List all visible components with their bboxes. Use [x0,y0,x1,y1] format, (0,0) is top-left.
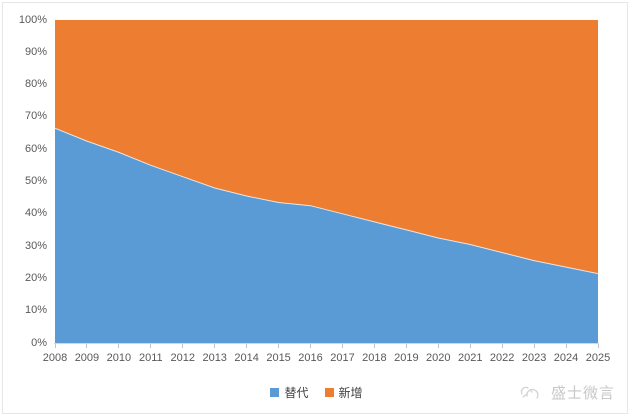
x-axis-tick-label: 2020 [426,352,451,364]
x-axis-tick-mark [373,344,375,348]
x-axis-tick-label: 2021 [457,352,483,364]
x-axis-tick-mark [54,344,56,348]
x-axis-tick-mark [341,344,343,348]
x-axis-tick-mark [246,344,248,348]
legend-item-xinzeng: 新增 [324,384,363,401]
plot-area [55,20,598,343]
x-axis-tick-mark [405,344,407,348]
x-axis-tick-label: 2012 [170,352,195,364]
y-axis-tick-label: 100% [18,13,47,26]
x-axis-tick-mark [278,344,280,348]
legend-swatch-orange [324,388,334,397]
y-axis-tick-label: 20% [24,271,47,284]
x-axis-tick-label: 2013 [202,352,227,364]
x-axis-tick-label: 2024 [553,352,579,364]
y-axis-tick-label: 0% [31,336,47,349]
x-axis-line [54,343,599,344]
y-axis-tick-label: 50% [24,175,47,187]
chart-legend: 替代 新增 [0,384,633,401]
y-axis-tick-label: 70% [24,110,47,123]
y-axis-tick-label: 60% [24,142,47,155]
x-axis-tick-mark [86,344,88,348]
x-axis-tick-label: 2019 [394,352,419,364]
x-axis-tick-mark [501,344,503,348]
legend-label-tidai: 替代 [284,386,309,400]
x-axis-tick-mark [597,344,599,348]
x-axis-tick-label: 2016 [298,352,323,364]
y-axis-tick-label: 80% [24,78,47,91]
x-axis-tick-label: 2011 [138,352,163,364]
x-axis-tick-label: 2025 [585,352,611,364]
area-series-xinzeng [55,20,598,274]
watermark: 盛士微言 [519,382,615,403]
y-axis-tick-label: 90% [24,45,47,58]
legend-item-tidai: 替代 [270,384,309,401]
x-axis-tick-mark [214,344,216,348]
x-axis-tick-label: 2015 [266,352,291,364]
x-axis-tick-mark [565,344,567,348]
series-boundary-line [55,127,598,275]
x-axis-tick-label: 2008 [42,352,68,364]
x-axis-tick-label: 2009 [74,352,100,364]
x-axis-tick-label: 2018 [362,352,387,364]
sketch-logo-icon [519,383,545,403]
x-axis-tick-mark [182,344,184,348]
y-axis-tick-label: 30% [24,239,47,252]
x-axis-tick-mark [533,344,535,348]
x-axis-tick-mark [437,344,439,348]
legend-label-xinzeng: 新增 [338,386,363,400]
x-axis-tick-mark [150,344,152,348]
y-axis-tick-label: 40% [24,207,47,220]
watermark-text: 盛士微言 [550,385,615,402]
area-series-tidai [55,128,598,343]
x-axis-tick-mark [469,344,471,348]
y-axis-tick-label: 10% [24,304,47,317]
x-axis-tick-mark [118,344,120,348]
x-axis-tick-label: 2017 [330,352,355,364]
x-axis-tick-label: 2022 [489,352,515,364]
x-axis-tick-label: 2014 [234,352,259,364]
legend-swatch-blue [270,388,280,397]
x-axis-tick-label: 2010 [106,352,132,364]
x-axis-tick-mark [310,344,312,348]
x-axis-tick-label: 2023 [521,352,547,364]
stacked-area-svg [55,20,598,343]
